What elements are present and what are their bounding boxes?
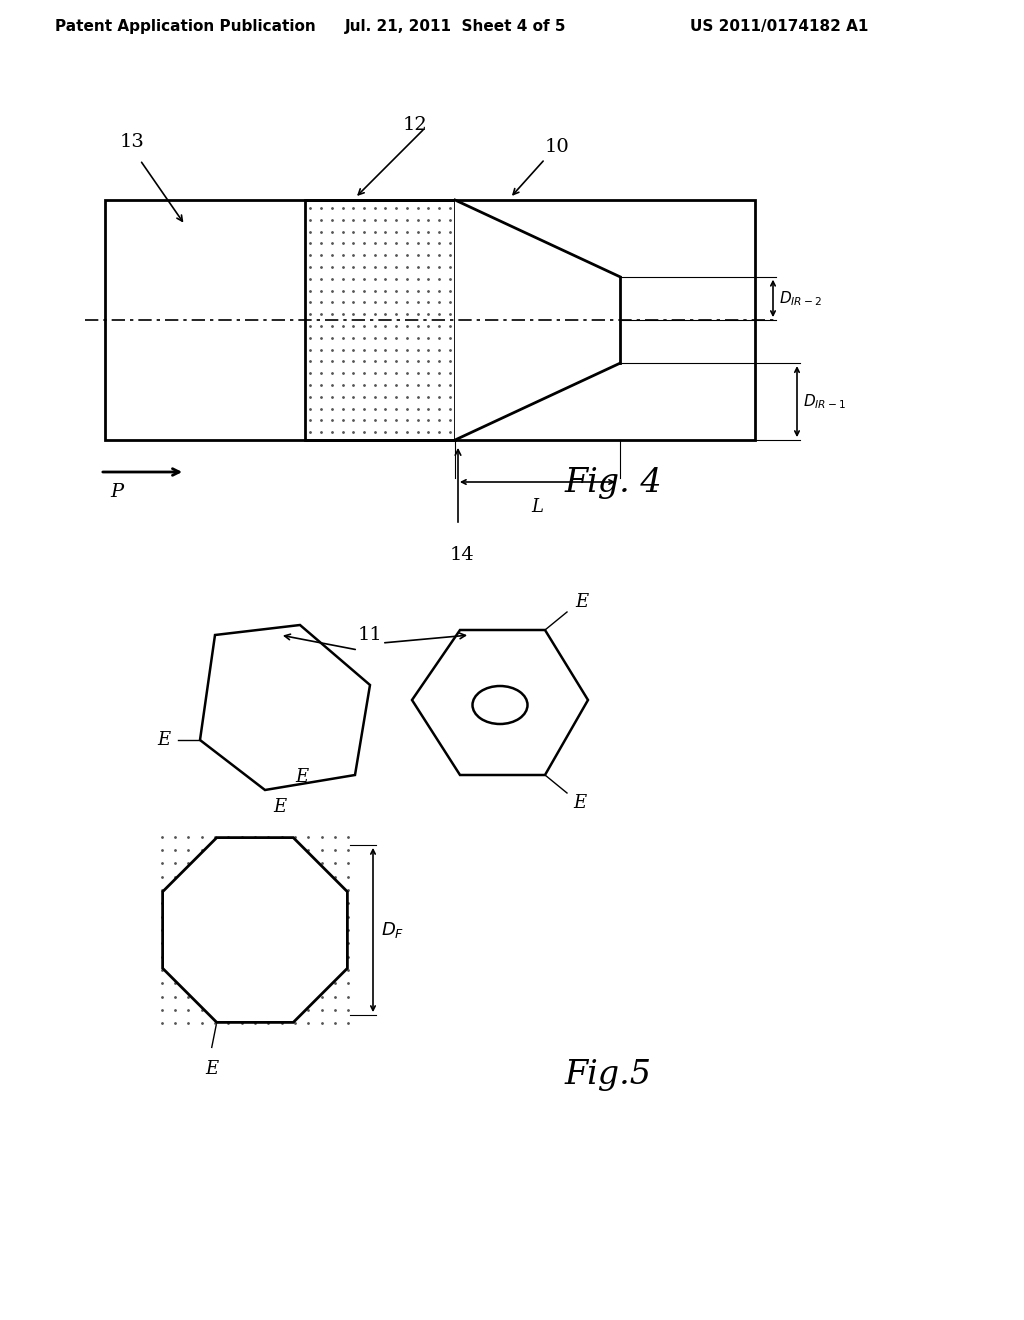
Text: E: E [575,593,588,611]
Text: Jul. 21, 2011  Sheet 4 of 5: Jul. 21, 2011 Sheet 4 of 5 [345,20,566,34]
Bar [105,201,755,440]
Text: 13: 13 [120,133,144,150]
Text: US 2011/0174182 A1: US 2011/0174182 A1 [690,20,868,34]
Text: E: E [273,799,287,816]
Text: Fig.5: Fig.5 [565,1059,652,1092]
Text: E: E [573,795,586,812]
Text: $D_F$: $D_F$ [381,920,404,940]
Text: Patent Application Publication: Patent Application Publication [55,20,315,34]
Text: 14: 14 [450,546,474,564]
Text: $D_{IR-2}$: $D_{IR-2}$ [779,289,822,308]
Text: $D_{IR-1}$: $D_{IR-1}$ [803,392,846,411]
Bar [305,201,455,440]
Text: Fig. 4: Fig. 4 [565,467,663,499]
Text: E: E [157,731,170,748]
Text: P: P [110,483,123,502]
Text: 11: 11 [357,626,382,644]
Text: 12: 12 [402,116,427,135]
Polygon shape [455,201,620,440]
Text: 10: 10 [545,139,569,156]
Text: E: E [296,768,308,785]
Polygon shape [163,838,347,1023]
Text: L: L [531,498,544,516]
Text: E: E [205,1060,218,1078]
